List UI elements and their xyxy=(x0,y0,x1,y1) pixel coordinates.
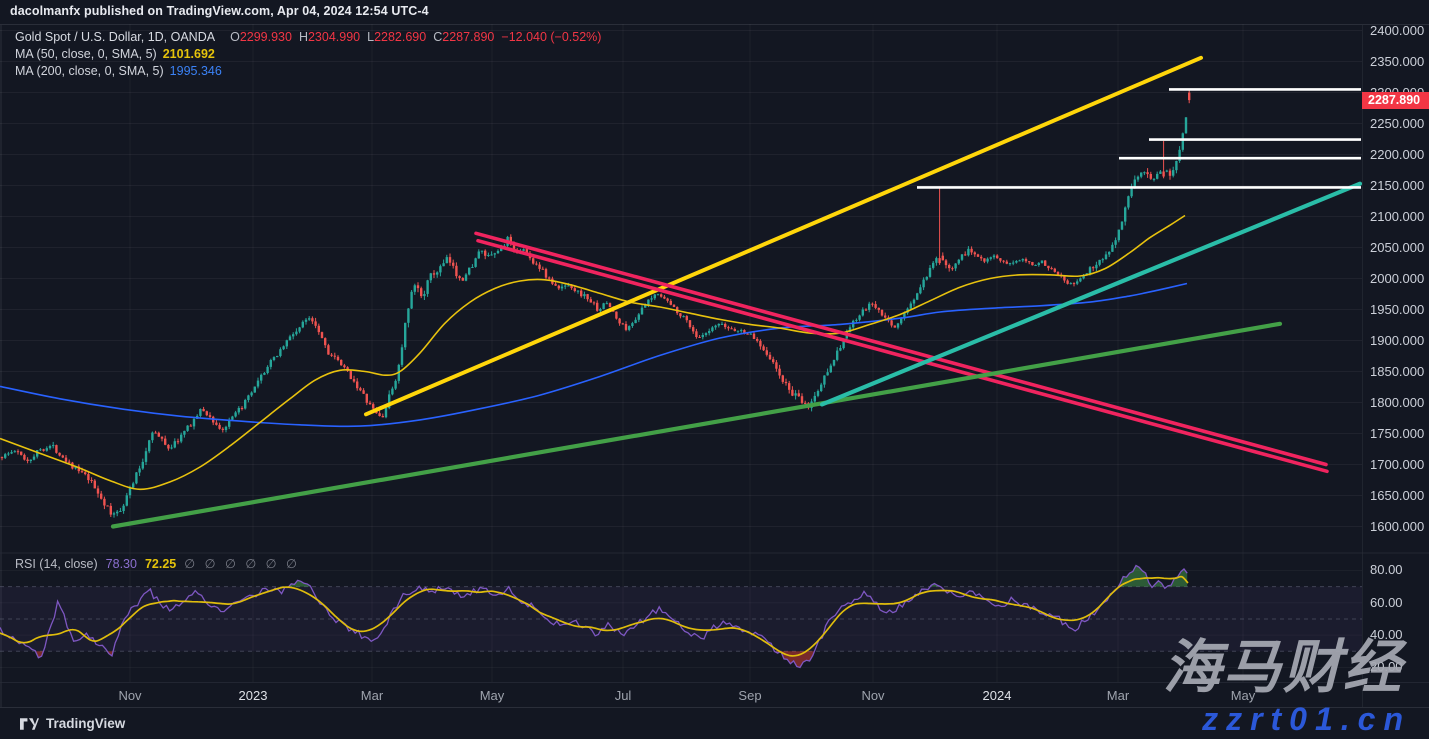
change-value: −12.040 (−0.52%) xyxy=(501,30,602,44)
price-axis-label: 1750.000 xyxy=(1370,426,1425,441)
price-axis-border xyxy=(1362,24,1363,707)
rsi-line xyxy=(0,564,1188,669)
publish-text: dacolmanfx published on TradingView.com,… xyxy=(10,4,429,18)
candlestick-layer xyxy=(0,89,1191,518)
rsi-value: 78.30 xyxy=(105,557,137,571)
price-axis-label: 2350.000 xyxy=(1370,54,1425,69)
trendline-descending-channel-lower-crimson[interactable] xyxy=(476,238,1329,474)
time-axis-label: 2024 xyxy=(982,688,1012,703)
rsi-axis-label: 20.00 xyxy=(1370,659,1403,674)
price-axis-label: 2200.000 xyxy=(1370,147,1425,162)
ohlc-values: O2299.930 H2304.990 L2282.690 C2287.890 xyxy=(223,30,494,44)
rsi-null-values: ∅ ∅ ∅ ∅ ∅ ∅ xyxy=(184,557,297,571)
time-axis-label: Nov xyxy=(118,688,142,703)
rsi-axis-label: 40.00 xyxy=(1370,627,1403,642)
ma200-row: MA (200, close, 0, SMA, 5) 1995.346 xyxy=(15,63,601,80)
price-axis-label: 2000.000 xyxy=(1370,271,1425,286)
ohlc-value: 2299.930 xyxy=(239,30,292,44)
tradingview-logo-icon xyxy=(20,717,39,730)
ohlc-key: C xyxy=(433,30,443,44)
price-pane[interactable] xyxy=(0,55,1362,529)
rsi-overbought-fill xyxy=(288,580,311,587)
price-axis-label: 1900.000 xyxy=(1370,333,1425,348)
time-axis-label: 2023 xyxy=(238,688,268,703)
price-axis-label: 1600.000 xyxy=(1370,519,1425,534)
ma50-line xyxy=(0,214,1186,491)
time-axis-label: May xyxy=(1230,688,1256,703)
ohlc-value: 2304.990 xyxy=(307,30,361,44)
trendline-rising-wedge-upper-yellow[interactable] xyxy=(364,55,1203,417)
price-axis-label: 1700.000 xyxy=(1370,457,1425,472)
symbol-title[interactable]: Gold Spot / U.S. Dollar, 1D, OANDA xyxy=(15,30,216,44)
trendline-long-term-support-green[interactable] xyxy=(110,321,1283,529)
time-axis-label: Sep xyxy=(738,688,762,703)
ma200-label[interactable]: MA (200, close, 0, SMA, 5) xyxy=(15,64,164,78)
rsi-ma-line xyxy=(0,575,1189,657)
ohlc-key: O xyxy=(230,30,240,44)
price-axis-label: 2050.000 xyxy=(1370,240,1425,255)
price-axis-label: 2400.000 xyxy=(1370,23,1425,38)
rsi-overbought-fill xyxy=(1152,580,1164,587)
rsi-oversold-fill xyxy=(774,651,815,668)
symbol-ohlc-row: Gold Spot / U.S. Dollar, 1D, OANDA O2299.… xyxy=(15,29,601,46)
rsi-axis-label: 60.00 xyxy=(1370,595,1403,610)
price-axis-label: 2250.000 xyxy=(1370,116,1425,131)
pane-left-border xyxy=(0,24,2,707)
last-price-badge: 2287.890 xyxy=(1362,92,1429,109)
tradingview-brand[interactable]: TradingView xyxy=(20,716,125,731)
rsi-axis-label: 80.00 xyxy=(1370,562,1403,577)
time-axis-border xyxy=(0,682,1429,683)
symbol-legend: Gold Spot / U.S. Dollar, 1D, OANDA O2299.… xyxy=(15,29,601,80)
rsi-overbought-fill xyxy=(1118,565,1152,587)
publish-bar: dacolmanfx published on TradingView.com,… xyxy=(0,0,1429,25)
ohlc-key: H xyxy=(298,30,308,44)
rsi-ma-value: 72.25 xyxy=(144,557,177,571)
price-axis-label: 2100.000 xyxy=(1370,209,1425,224)
time-axis-label: Mar xyxy=(360,688,384,703)
price-axis-label: 1950.000 xyxy=(1370,302,1425,317)
price-axis-label: 1850.000 xyxy=(1370,364,1425,379)
ohlc-value: 2287.890 xyxy=(442,30,495,44)
ma200-value: 1995.346 xyxy=(169,64,222,78)
price-axis-label: 1800.000 xyxy=(1370,395,1425,410)
trendline-uptrend-support-teal[interactable] xyxy=(819,181,1362,407)
ma50-row: MA (50, close, 0, SMA, 5) 2101.692 xyxy=(15,46,601,63)
time-axis-label: Jul xyxy=(614,688,632,703)
ohlc-key: L xyxy=(367,30,375,44)
time-axis-label: Mar xyxy=(1106,688,1130,703)
ma50-value: 2101.692 xyxy=(162,47,215,61)
rsi-pane[interactable] xyxy=(0,564,1362,669)
ma50-label[interactable]: MA (50, close, 0, SMA, 5) xyxy=(15,47,157,61)
price-axis-label: 2150.000 xyxy=(1370,178,1425,193)
time-axis-label: Nov xyxy=(861,688,885,703)
rsi-legend: RSI (14, close) 78.30 72.25 ∅ ∅ ∅ ∅ ∅ ∅ xyxy=(15,556,297,571)
rsi-label[interactable]: RSI (14, close) xyxy=(15,557,98,571)
time-axis-label: May xyxy=(479,688,505,703)
ma200-line xyxy=(0,282,1188,428)
trendline-descending-channel-upper-crimson[interactable] xyxy=(474,231,1328,467)
ohlc-value: 2282.690 xyxy=(374,30,427,44)
footer-bar: TradingView xyxy=(0,707,1429,739)
tradingview-brand-text: TradingView xyxy=(46,716,126,731)
price-axis-label: 1650.000 xyxy=(1370,488,1425,503)
